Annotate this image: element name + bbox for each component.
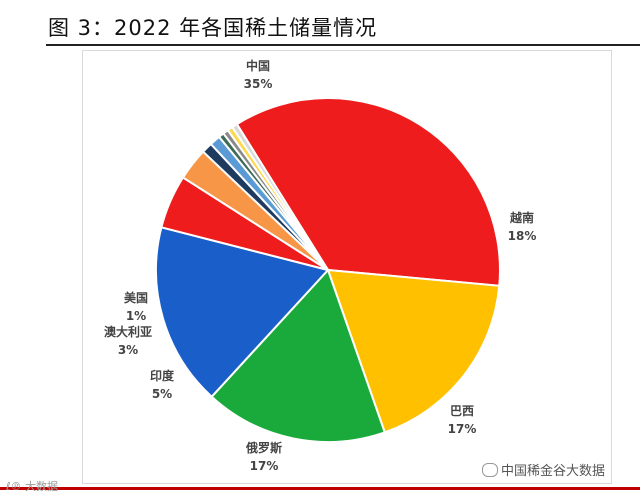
pie-slice-3: [155, 226, 330, 399]
figure-title: 图 3：2022 年各国稀土储量情况: [48, 16, 378, 40]
pie-slice-11: [230, 122, 329, 271]
watermark-left: ℓ℗ 大数据: [6, 478, 58, 494]
pie-slice-0: [235, 97, 501, 287]
slice-value-label: 18%: [508, 229, 537, 243]
wechat-icon: [482, 463, 498, 477]
slice-name-label: 中国: [246, 58, 270, 73]
slice-name-label: 印度: [150, 368, 175, 383]
slice-value-label: 35%: [244, 77, 273, 91]
slice-name-label: 俄罗斯: [245, 440, 282, 455]
slice-value-label: 3%: [118, 343, 138, 357]
slice-value-label: 17%: [448, 422, 477, 436]
slice-name-label: 美国: [124, 290, 148, 305]
slice-name-label: 越南: [509, 210, 534, 225]
slice-name-label: 巴西: [450, 404, 474, 418]
slice-name-label: 澳大利亚: [104, 324, 152, 339]
watermark-left-text: 大数据: [25, 480, 59, 493]
slice-value-label: 5%: [152, 387, 172, 401]
slice-value-label: 1%: [126, 309, 146, 323]
watermark-right: 中国稀金谷大数据: [478, 459, 610, 480]
pie-slice-2: [210, 268, 387, 443]
watermark-logo-icon: ℓ℗: [6, 480, 26, 493]
watermark-right-text: 中国稀金谷大数据: [501, 464, 606, 479]
slice-value-label: 17%: [250, 459, 279, 473]
bottom-rule: [0, 487, 640, 490]
title-underline: [46, 44, 640, 46]
